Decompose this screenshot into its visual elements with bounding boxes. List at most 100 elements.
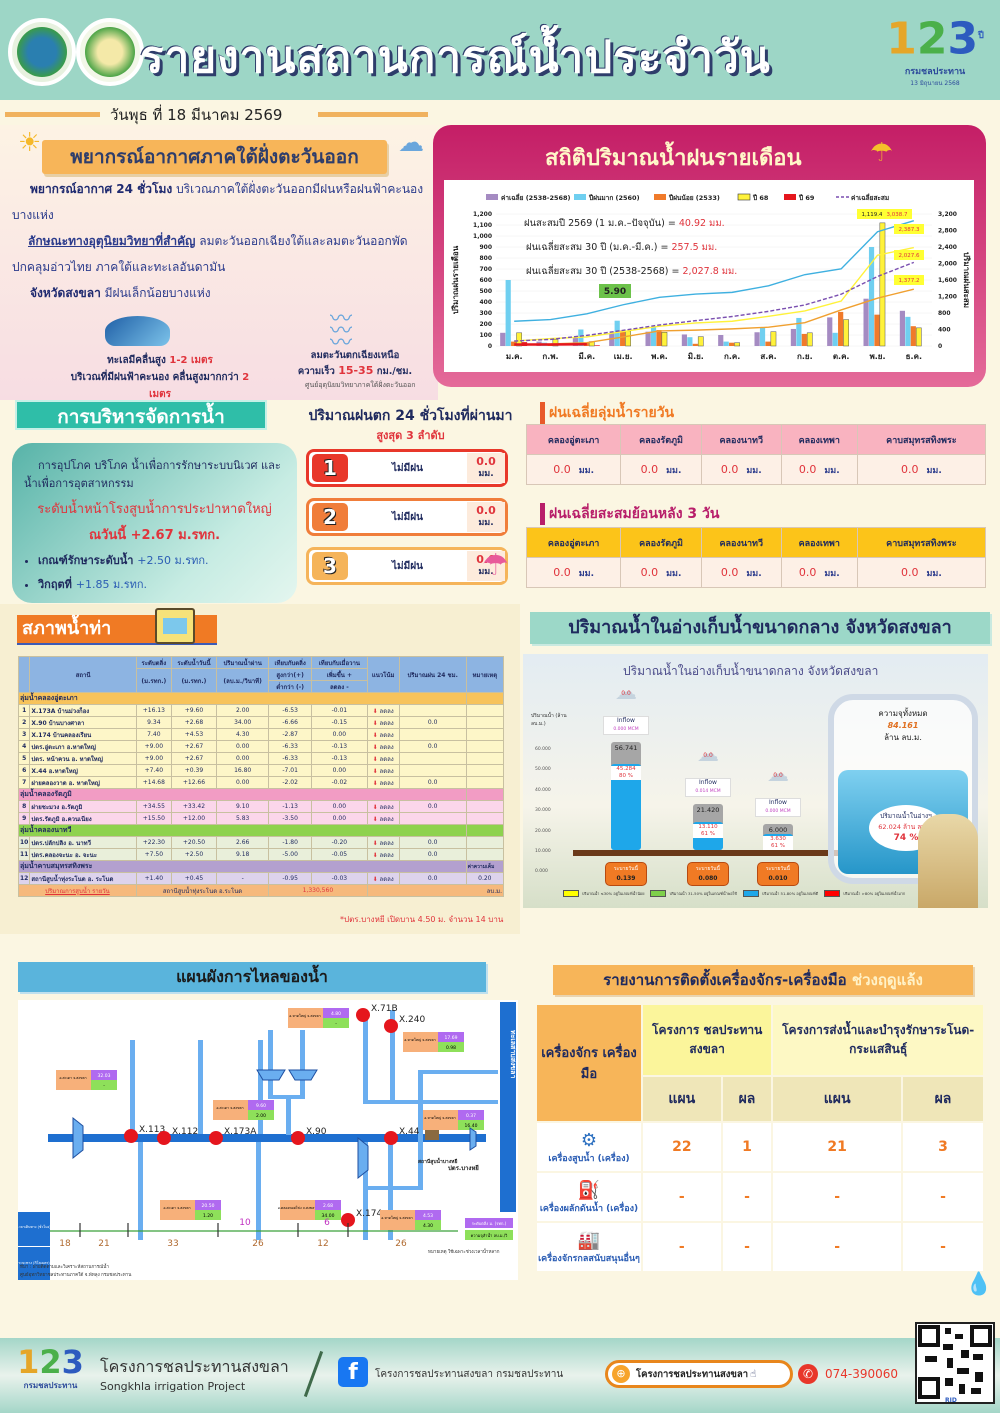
basin-group-row: ลุ่มน้ำคลองอู่ตะเภา: [18, 692, 505, 705]
svg-text:4.30: 4.30: [423, 1223, 433, 1229]
svg-text:มี.ค.: มี.ค.: [578, 351, 595, 361]
report-date: วันพุธ ที่ 18 มีนาคม 2569: [110, 106, 283, 124]
down-arrow-icon: ⬇: [372, 779, 378, 787]
plan-header: แผน: [668, 1091, 696, 1107]
rid-qr-label: RID: [945, 1397, 957, 1404]
website-label: โครงการชลประทานสงขลา: [636, 1368, 749, 1380]
rid-123-logo: 123ปี กรมชลประทาน 13 มิถุนายน 2568: [886, 13, 984, 87]
wave-info: ทะเลมีคลื่นสูง 1-2 เมตร บริเวณที่มีฝนฟ้า…: [70, 355, 250, 400]
pusher-icon: ⛽: [577, 1179, 601, 1201]
svg-text:ที่มา : ฝ่ายติดตามและวิเคราะห์: ที่มา : ฝ่ายติดตามและวิเคราะห์สถานการณ์น…: [20, 1263, 109, 1270]
reservoir-capacity: 6.000: [768, 826, 788, 834]
svg-text:ปีฝนมาก (2560): ปีฝนมาก (2560): [588, 194, 639, 202]
station-row: 10 ปตร.ปลักปลิง อ. นาทวี +22.30 +20.50 2.66-…: [17, 836, 505, 849]
svg-text:3,038.7: 3,038.7: [887, 212, 908, 218]
facebook-icon[interactable]: f: [338, 1357, 368, 1387]
machine-value: -: [773, 1223, 901, 1271]
svg-text:2.00: 2.00: [256, 1113, 266, 1119]
machine-row: ⚙ เครื่องสูบน้ำ (เครื่อง) 22 1 21 3: [537, 1123, 983, 1171]
water-management-panel: การอุปโภค บริโภค น้ำเพื่อการรักษาระบบนิเ…: [12, 443, 297, 603]
svg-text:400: 400: [938, 327, 951, 334]
svg-text:400: 400: [479, 299, 492, 306]
svg-text:1,600: 1,600: [938, 277, 957, 284]
svg-text:อ.สะเดา จ.สงขลา: อ.สะเดา จ.สงขลา: [163, 1206, 190, 1210]
footer-org-th: โครงการชลประทานสงขลา: [100, 1357, 289, 1376]
svg-text:อ.หาดใหญ่ จ.สงขลา: อ.หาดใหญ่ จ.สงขลา: [289, 1013, 320, 1018]
svg-text:ฝนเฉลี่ยสะสม 30 ปี (ม.ค.-มี.ค.: ฝนเฉลี่ยสะสม 30 ปี (ม.ค.-มี.ค.) = 257.5 …: [526, 240, 717, 253]
svg-text:X.174: X.174: [356, 1209, 382, 1219]
reservoir-capacity: 56.741: [614, 744, 638, 752]
svg-text:อ.สะเดา จ.สงขลา: อ.สะเดา จ.สงขลา: [59, 1076, 86, 1080]
svg-text:2,400: 2,400: [938, 244, 957, 251]
svg-text:200: 200: [479, 321, 492, 328]
svg-text:700: 700: [479, 266, 492, 273]
svg-text:300: 300: [479, 310, 492, 317]
rain-cloud-icon: ☁ 0.0: [615, 680, 637, 705]
reservoir-infographic: ปริมาณน้ำในอ่างเก็บน้ำขนาดกลาง จังหวัดสง…: [523, 654, 988, 908]
down-arrow-icon: ⬇: [372, 719, 378, 727]
svg-text:18: 18: [59, 1239, 71, 1249]
footer-123-logo: 123 กรมชลประทาน: [17, 1343, 84, 1390]
svg-text:900: 900: [479, 244, 492, 251]
svg-text:2,027.6: 2,027.6: [899, 253, 920, 259]
svg-text:0: 0: [488, 343, 492, 350]
rain-rank-2: 2 ไม่มีฝน 0.0 มม.: [306, 498, 508, 536]
svg-text:ฝนเฉลี่ยสะสม 30 ปี (2538-2568): ฝนเฉลี่ยสะสม 30 ปี (2538-2568) = 2,027.8…: [526, 264, 737, 277]
svg-text:สถานีสูบน้ำบางหยี: สถานีสูบน้ำบางหยี: [418, 1156, 457, 1166]
phone-number[interactable]: 074-390060: [825, 1367, 899, 1381]
svg-text:ระดับตลิ่ง ม. (รทก.): ระดับตลิ่ง ม. (รทก.): [472, 1221, 507, 1226]
basin-group-row: ลุ่มน้ำคลองนาทวี: [18, 824, 505, 837]
svg-text:อ.หาดใหญ่ จ.สงขลา: อ.หาดใหญ่ จ.สงขลา: [424, 1115, 455, 1120]
svg-text:3,200: 3,200: [938, 211, 957, 218]
storm-cloud-icon: ☁: [398, 128, 424, 158]
machine-value: 1: [722, 1123, 772, 1171]
rainfall-stats-title: สถิติปริมาณน้ำฝนรายเดือน: [545, 146, 802, 171]
wind-info: ลมตะวันตกเฉียงเหนือ ความเร็ว 15-35 กม./ช…: [297, 350, 413, 377]
svg-text:ความจุลำน้ำ ลบ.ม./วิ: ความจุลำน้ำ ลบ.ม./วิ: [471, 1231, 508, 1239]
down-arrow-icon: ⬇: [372, 767, 378, 775]
svg-text:10: 10: [239, 1218, 251, 1228]
water-drop-mascot-icon: 💧: [965, 1272, 993, 1297]
rain-rank-3: 3 ไม่มีฝน 0.0 มม.: [306, 547, 508, 585]
svg-text:อ.หาดใหญ่ จ.สงขลา: อ.หาดใหญ่ จ.สงขลา: [381, 1215, 412, 1220]
management-intro: การอุปโภค บริโภค น้ำเพื่อการรักษาระบบนิเ…: [24, 459, 281, 490]
machine-value: -: [722, 1223, 772, 1271]
reservoir-y-ticks: 60.000 50.000 40.000 30.000 20.000 10.000 0.00…: [535, 747, 551, 875]
water-status-note: *ปตร.บางหยี เปิดบาน 4.50 ม. จำนวน 14 บาน: [340, 915, 504, 924]
inflow-label: Inflow 0.014 MCM: [685, 778, 731, 797]
songkhla-forecast: จังหวัดสงขลา มีฝนเล็กน้อยบางแห่ง: [30, 286, 211, 300]
svg-text:X.71B: X.71B: [371, 1004, 398, 1014]
reservoir-chart-title: ปริมาณน้ำในอ่างเก็บน้ำขนาดกลาง จังหวัดสง…: [623, 664, 879, 678]
flow-diagram-svg: ทะเลสาบสงขลา X.113 X.112 X.173A X.90 X.71BX.2…: [17, 1002, 517, 1281]
svg-text:5.90: 5.90: [604, 287, 626, 297]
reservoir-current: 3.630 61 %: [763, 836, 793, 850]
cursor-icon: ☝: [750, 1368, 757, 1380]
svg-text:20.50: 20.50: [202, 1203, 215, 1209]
svg-text:ม.ค.: ม.ค.: [506, 352, 523, 361]
svg-text:0.37: 0.37: [466, 1113, 476, 1119]
svg-text:ต.ค.: ต.ค.: [833, 352, 850, 361]
svg-text:ก.พ.: ก.พ.: [542, 352, 558, 361]
total-capacity-unit: ล้าน ลบ.ม.: [884, 733, 922, 742]
facebook-link[interactable]: โครงการชลประทานสงขลา กรมชลประทาน: [375, 1369, 564, 1380]
svg-text:17.69: 17.69: [445, 1035, 458, 1041]
plan-header: แผน: [823, 1091, 851, 1107]
machine-row: 🏭 เครื่องจักรกลสนับสนุนอื่นๆ - - - -: [537, 1223, 983, 1271]
svg-text:ค่าเฉลี่ยสะสม: ค่าเฉลี่ยสะสม: [851, 192, 889, 202]
down-arrow-icon: ⬇: [372, 803, 378, 811]
svg-text:พ.ค.: พ.ค.: [651, 352, 668, 361]
svg-text:1,000: 1,000: [473, 233, 492, 240]
reservoir-y-label: ปริมาณน้ำ (ล้าน ลบ.ม.): [531, 713, 567, 727]
station-row: 8 ฝายชะมวง อ.รัตภูมิ +34.55 +33.42 9.10 -1.13…: [17, 800, 505, 813]
svg-text:ปตร.บางหยี: ปตร.บางหยี: [448, 1164, 479, 1172]
machine-value: -: [902, 1223, 983, 1271]
umbrella-icon: ☂: [870, 138, 894, 168]
website-link[interactable]: ⊕ โครงการชลประทานสงขลา ☝: [605, 1360, 793, 1388]
station-row: 5 ปตร. หน้าควน อ. หาดใหญ่ +9.00 +2.67 0.00 -6…: [17, 752, 505, 765]
qr-code[interactable]: [915, 1322, 995, 1404]
sun-icon: ☀: [18, 128, 42, 158]
page-title: รายงานสถานการณ์น้ำประจำวัน: [140, 32, 771, 83]
officer-figure: [918, 814, 978, 908]
station-row: 2 X.90 บ้านบางศาลา 9.34 +2.68 34.00 -6.66 -0.1…: [17, 716, 505, 729]
basin-3day-table: คลองอู่ตะเภา คลองรัตภูมิ คลองนาทวี คลองเทพา…: [525, 527, 987, 588]
